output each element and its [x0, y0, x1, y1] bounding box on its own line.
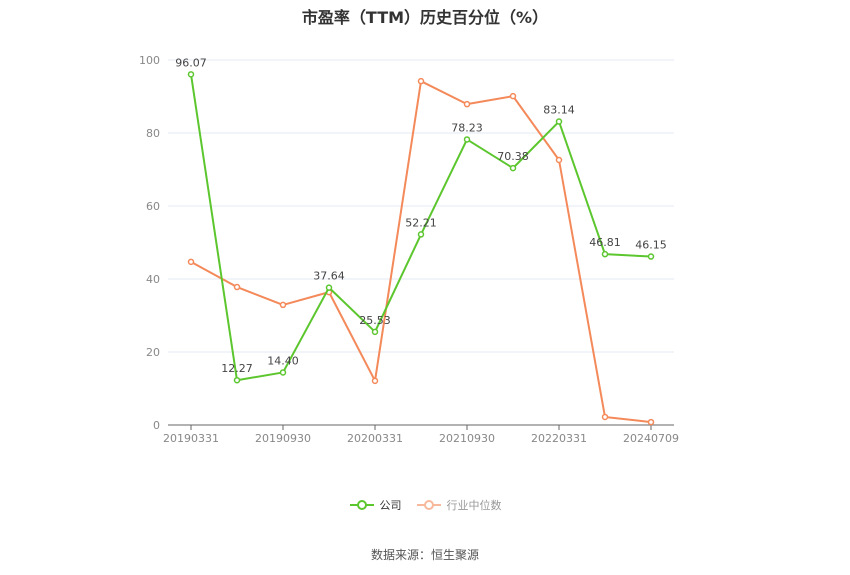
data-label: 37.64 [313, 270, 345, 283]
y-tick-label: 0 [153, 419, 160, 432]
legend-industry-line-icon [416, 500, 441, 510]
x-tick-label: 20200331 [347, 432, 403, 445]
data-label: 52.21 [405, 216, 437, 229]
data-point[interactable] [325, 284, 333, 291]
grid-lines [168, 59, 674, 353]
data-point[interactable] [601, 413, 609, 421]
legend-industry-label: 行业中位数 [446, 499, 502, 512]
data-point[interactable] [279, 369, 287, 376]
data-point[interactable] [647, 418, 655, 426]
data-point[interactable] [601, 250, 609, 258]
data-point[interactable] [555, 156, 563, 164]
x-axis: 20190331 20190930 20200331 20210930 20220331… [163, 424, 679, 445]
data-point[interactable] [187, 258, 195, 266]
legend: 公司 行业中位数 [0, 497, 850, 513]
legend-company-label: 公司 [379, 499, 402, 512]
data-point[interactable] [463, 136, 471, 143]
data-point[interactable] [417, 231, 425, 238]
legend-company-line-icon [349, 500, 374, 510]
data-point[interactable] [371, 328, 379, 336]
data-label: 46.81 [589, 236, 621, 249]
y-tick-label: 80 [146, 127, 160, 140]
x-tick-label: 20190930 [255, 432, 311, 445]
data-label: 83.14 [543, 104, 575, 117]
data-label: 70.38 [497, 150, 529, 163]
data-point[interactable] [647, 253, 655, 260]
data-point[interactable] [509, 164, 517, 172]
y-tick-label: 40 [146, 273, 160, 286]
series-industry-median [187, 77, 655, 426]
y-axis-ticks: 0 20 40 60 80 100 [139, 54, 160, 432]
data-point[interactable] [371, 377, 379, 385]
data-label: 78.23 [451, 121, 483, 134]
data-label: 25.53 [359, 314, 391, 327]
x-tick-label: 20210930 [439, 432, 495, 445]
y-tick-label: 100 [139, 54, 160, 67]
data-point[interactable] [417, 77, 425, 85]
x-tick-label: 20190331 [163, 432, 219, 445]
chart-title: 市盈率（TTM）历史百分位（%） [301, 8, 549, 27]
y-tick-label: 20 [146, 346, 160, 359]
data-labels: 96.07 12.27 14.40 37.64 25.53 52.21 78.23 70.38… [175, 56, 667, 375]
line-chart: 0 20 40 60 80 100 20190331 20190930 20200331 202… [139, 54, 679, 445]
legend-item-industry[interactable]: 行业中位数 [416, 497, 502, 513]
data-point[interactable] [279, 301, 287, 309]
y-tick-label: 60 [146, 200, 160, 213]
data-source: 数据来源：恒生聚源 [370, 548, 479, 562]
data-point[interactable] [187, 71, 195, 78]
series-company [187, 71, 655, 384]
legend-item-company[interactable]: 公司 [349, 497, 402, 513]
data-label: 46.15 [635, 239, 667, 252]
data-point[interactable] [555, 118, 563, 125]
data-point[interactable] [233, 376, 241, 384]
x-tick-label: 20220331 [531, 432, 587, 445]
data-point[interactable] [509, 92, 517, 100]
x-tick-label: 20240709 [623, 432, 679, 445]
data-label: 96.07 [175, 56, 207, 69]
data-point[interactable] [463, 100, 471, 108]
data-label: 12.27 [221, 362, 253, 375]
data-point[interactable] [233, 283, 241, 291]
data-label: 14.40 [267, 354, 299, 367]
